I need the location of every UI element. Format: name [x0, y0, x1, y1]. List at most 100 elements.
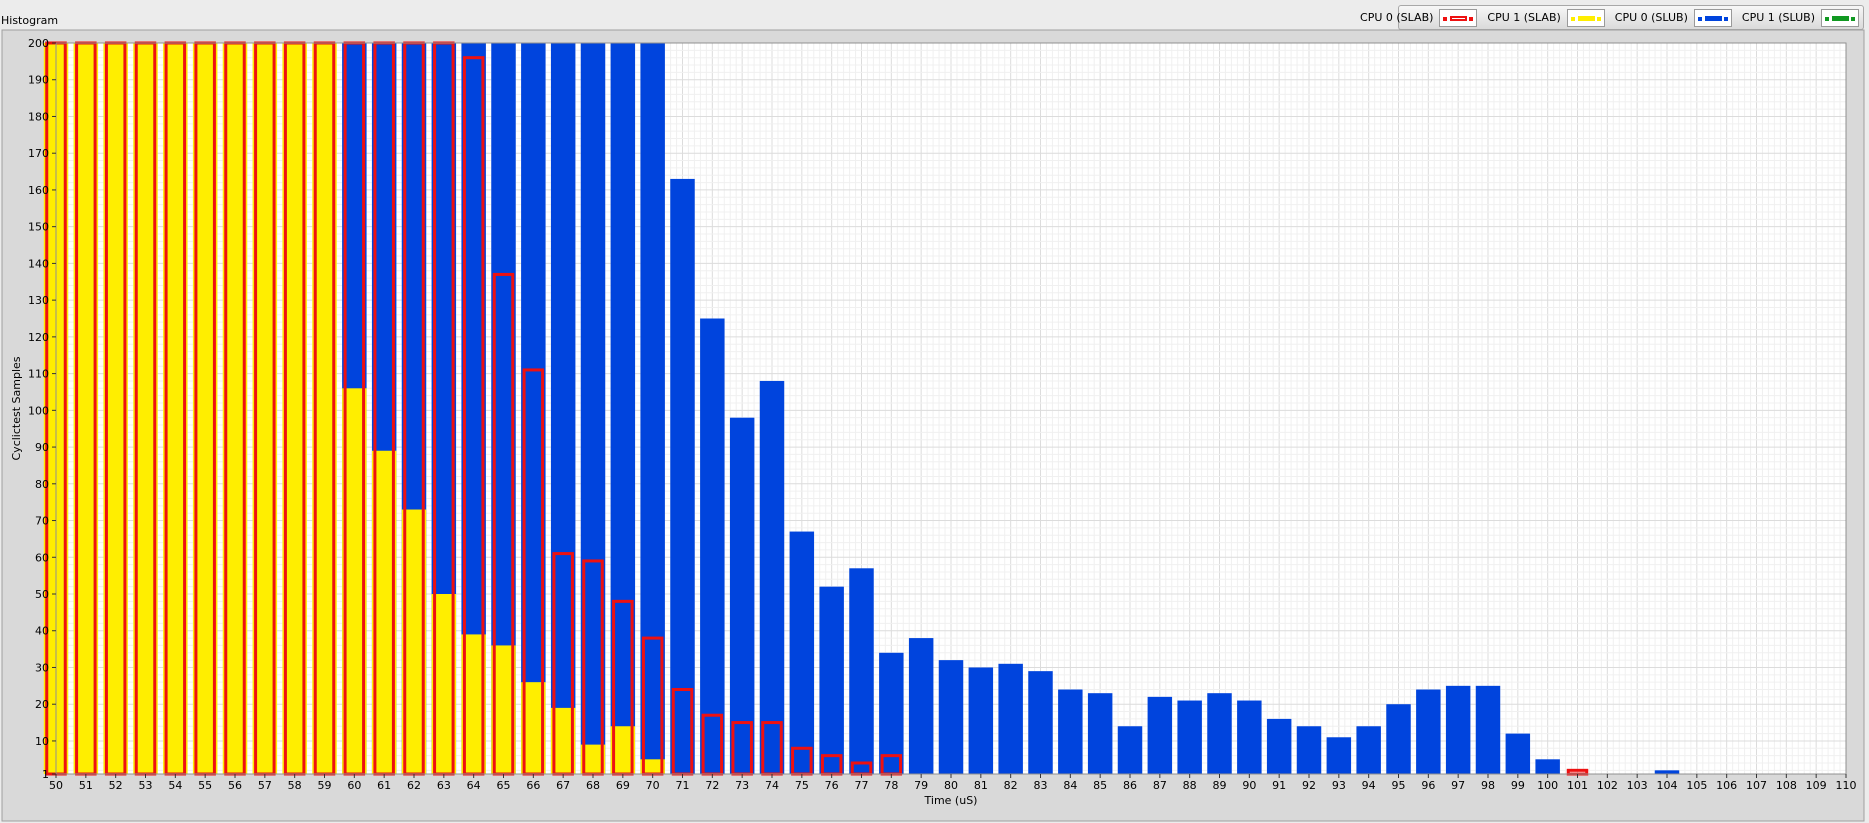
y-tick-label: 120	[28, 331, 49, 344]
bar-cpu-0-slub--97	[1445, 685, 1471, 774]
y-axis-label: Cyclictest Samples	[10, 356, 23, 460]
x-tick-label: 95	[1392, 779, 1406, 792]
x-tick-label: 103	[1627, 779, 1648, 792]
x-tick-label: 52	[109, 779, 123, 792]
x-tick-label: 90	[1242, 779, 1256, 792]
legend-item-cpu0-slub[interactable]: CPU 0 (SLUB)	[1614, 8, 1732, 27]
bar-cpu-0-slub--90	[1237, 700, 1262, 774]
x-axis-label: Time (uS)	[924, 794, 978, 807]
x-tick-label: 77	[855, 779, 869, 792]
y-tick-label: 150	[28, 221, 49, 234]
legend-swatch-blue-icon[interactable]	[1693, 8, 1732, 27]
x-tick-label: 98	[1481, 779, 1495, 792]
x-tick-label: 92	[1302, 779, 1316, 792]
x-tick-label: 71	[676, 779, 690, 792]
x-tick-label: 55	[198, 779, 212, 792]
y-tick-label: 110	[28, 368, 49, 381]
y-tick-label: 100	[28, 404, 49, 417]
y-tick-label: 10	[35, 735, 49, 748]
y-tick-label: 160	[28, 184, 49, 197]
bar-cpu-0-slub--72	[700, 318, 725, 774]
x-tick-label: 99	[1511, 779, 1525, 792]
x-tick-label: 102	[1597, 779, 1618, 792]
x-tick-label: 61	[377, 779, 391, 792]
y-tick-label: 170	[28, 147, 49, 160]
bar-cpu-0-slub--100	[1535, 759, 1560, 774]
x-tick-label: 63	[437, 779, 451, 792]
bar-cpu-0-slub--93	[1326, 737, 1352, 774]
y-tick-label: 70	[35, 515, 49, 528]
x-tick-label: 88	[1183, 779, 1197, 792]
x-tick-label: 51	[79, 779, 93, 792]
x-tick-label: 56	[228, 779, 242, 792]
bar-cpu-0-slub--104	[1654, 770, 1680, 774]
bar-cpu-0-slub--83	[1028, 671, 1053, 774]
bar-cpu-0-slub--91	[1266, 718, 1292, 774]
legend-item-cpu1-slab[interactable]: CPU 1 (SLAB)	[1487, 8, 1605, 27]
bar-cpu-0-slub--92	[1296, 726, 1322, 774]
x-tick-label: 54	[168, 779, 182, 792]
y-tick-label: 190	[28, 74, 49, 87]
bar-cpu-0-slub--74	[759, 380, 785, 774]
y-tick-label: 60	[35, 551, 49, 564]
bar-cpu-0-slub--87	[1147, 696, 1173, 774]
x-tick-label: 106	[1716, 779, 1737, 792]
legend-label: CPU 1 (SLUB)	[1741, 11, 1815, 24]
x-tick-label: 107	[1746, 779, 1767, 792]
x-tick-label: 58	[288, 779, 302, 792]
x-tick-label: 87	[1153, 779, 1167, 792]
x-tick-label: 91	[1272, 779, 1286, 792]
x-tick-label: 97	[1451, 779, 1465, 792]
x-tick-label: 86	[1123, 779, 1137, 792]
legend-label: CPU 1 (SLAB)	[1487, 11, 1561, 24]
bar-cpu-0-slub--89	[1207, 693, 1232, 774]
x-tick-label: 83	[1034, 779, 1048, 792]
bar-cpu-0-slub--98	[1475, 685, 1501, 774]
legend-swatch-yellow-icon[interactable]	[1566, 8, 1605, 27]
bar-cpu-0-slub--79	[908, 638, 934, 774]
x-tick-label: 105	[1686, 779, 1707, 792]
bar-cpu-0-slub--77	[849, 568, 874, 774]
legend-swatch-red-icon[interactable]	[1439, 8, 1478, 27]
window-title: Histogram	[1, 14, 59, 27]
y-tick-label: 180	[28, 110, 49, 123]
bar-cpu-0-slub--80	[938, 660, 964, 774]
legend-label: CPU 0 (SLUB)	[1614, 11, 1688, 24]
x-tick-label: 109	[1806, 779, 1827, 792]
legend-item-cpu0-slab[interactable]: CPU 0 (SLAB)	[1360, 8, 1478, 27]
bar-cpu-0-slub--85	[1087, 693, 1113, 774]
bar-cpu-0-slub--84	[1058, 689, 1083, 774]
bar-cpu-0-slub--82	[998, 663, 1023, 774]
bar-cpu-0-slub--78	[879, 652, 904, 774]
y-tick-label: 50	[35, 588, 49, 601]
x-tick-label: 70	[646, 779, 660, 792]
y-tick-label: 140	[28, 257, 49, 270]
x-tick-label: 67	[556, 779, 570, 792]
x-tick-label: 68	[586, 779, 600, 792]
y-tick-label: 90	[35, 441, 49, 454]
legend-swatch-green-icon[interactable]	[1821, 8, 1859, 27]
bar-cpu-1-slab--70	[640, 759, 665, 774]
bar-cpu-0-slub--73	[729, 417, 755, 774]
x-tick-label: 65	[497, 779, 511, 792]
bar-cpu-0-slub--81	[968, 667, 994, 774]
x-tick-label: 104	[1657, 779, 1678, 792]
bar-cpu-0-slub--88	[1177, 700, 1202, 774]
x-tick-label: 93	[1332, 779, 1346, 792]
y-tick-label: 200	[28, 37, 49, 50]
x-tick-label: 59	[318, 779, 332, 792]
x-tick-label: 78	[884, 779, 898, 792]
x-tick-label: 60	[347, 779, 361, 792]
bar-cpu-0-slub--86	[1117, 726, 1143, 774]
x-tick-label: 108	[1776, 779, 1797, 792]
x-tick-label: 66	[526, 779, 540, 792]
y-axis: 1102030405060708090100110120130140150160…	[28, 37, 56, 781]
x-tick-label: 80	[944, 779, 958, 792]
x-tick-label: 81	[974, 779, 988, 792]
x-tick-label: 73	[735, 779, 749, 792]
x-tick-label: 57	[258, 779, 272, 792]
legend-item-cpu1-slub[interactable]: CPU 1 (SLUB)	[1741, 8, 1859, 27]
x-tick-label: 85	[1093, 779, 1107, 792]
x-tick-label: 100	[1537, 779, 1558, 792]
